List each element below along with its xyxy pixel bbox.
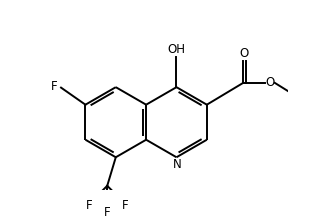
- Text: F: F: [104, 206, 110, 218]
- Text: O: O: [265, 76, 274, 89]
- Text: F: F: [122, 199, 128, 212]
- Text: OH: OH: [167, 43, 185, 56]
- Text: O: O: [239, 47, 248, 60]
- Text: F: F: [51, 80, 58, 93]
- Text: F: F: [86, 199, 92, 212]
- Text: N: N: [173, 158, 181, 171]
